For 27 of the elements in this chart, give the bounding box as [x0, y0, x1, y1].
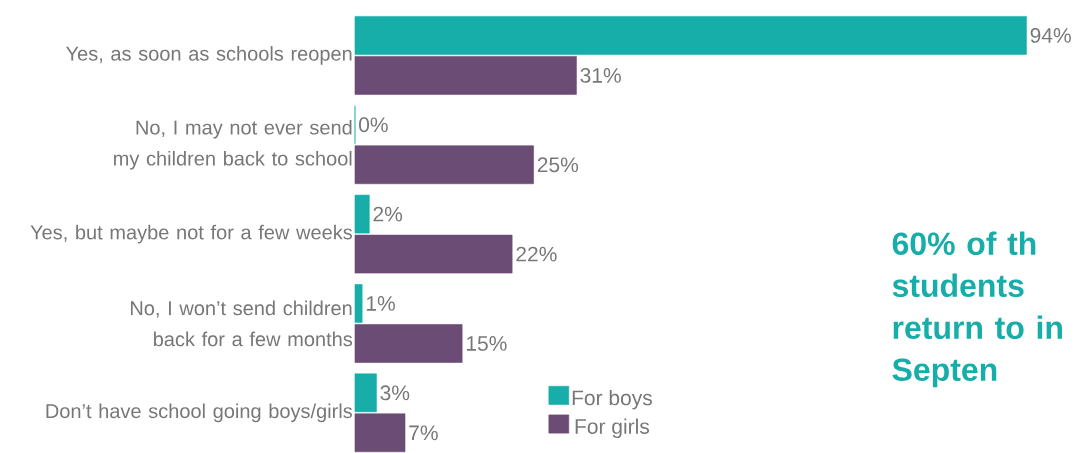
data-label: 31%	[580, 67, 621, 83]
data-label: 15%	[466, 336, 507, 351]
legend-label: For girls	[575, 418, 650, 439]
bar	[354, 284, 363, 323]
y-tick-label: Don’t have school going boys/girls	[46, 403, 352, 423]
y-tick-label: Yes, as soon as schools reopen	[66, 46, 352, 65]
annotation: 60% of th students return to in Septen	[892, 231, 1062, 388]
data-label: 7%	[409, 425, 438, 441]
bar	[354, 194, 370, 234]
data-label: 0%	[359, 117, 388, 133]
data-label: 22%	[516, 246, 557, 262]
data-label: 94%	[1030, 27, 1071, 43]
data-label: 2%	[373, 206, 403, 222]
bar	[354, 234, 513, 274]
bar	[354, 324, 463, 363]
bar	[354, 413, 406, 453]
legend-label: For boys	[572, 389, 652, 410]
bar	[354, 56, 577, 95]
y-tick-label: No, I may not ever send my children back to school	[114, 119, 352, 170]
data-label: 3%	[380, 385, 410, 401]
bar	[354, 373, 377, 413]
bar	[354, 145, 534, 185]
bar	[354, 16, 1027, 55]
data-label: 25%	[537, 157, 579, 173]
y-tick-label: No, I won’t send children back for a few months	[131, 300, 353, 347]
y-tick-label: Yes, but maybe not for a few weeks	[30, 224, 353, 244]
data-label: 1%	[366, 296, 395, 311]
